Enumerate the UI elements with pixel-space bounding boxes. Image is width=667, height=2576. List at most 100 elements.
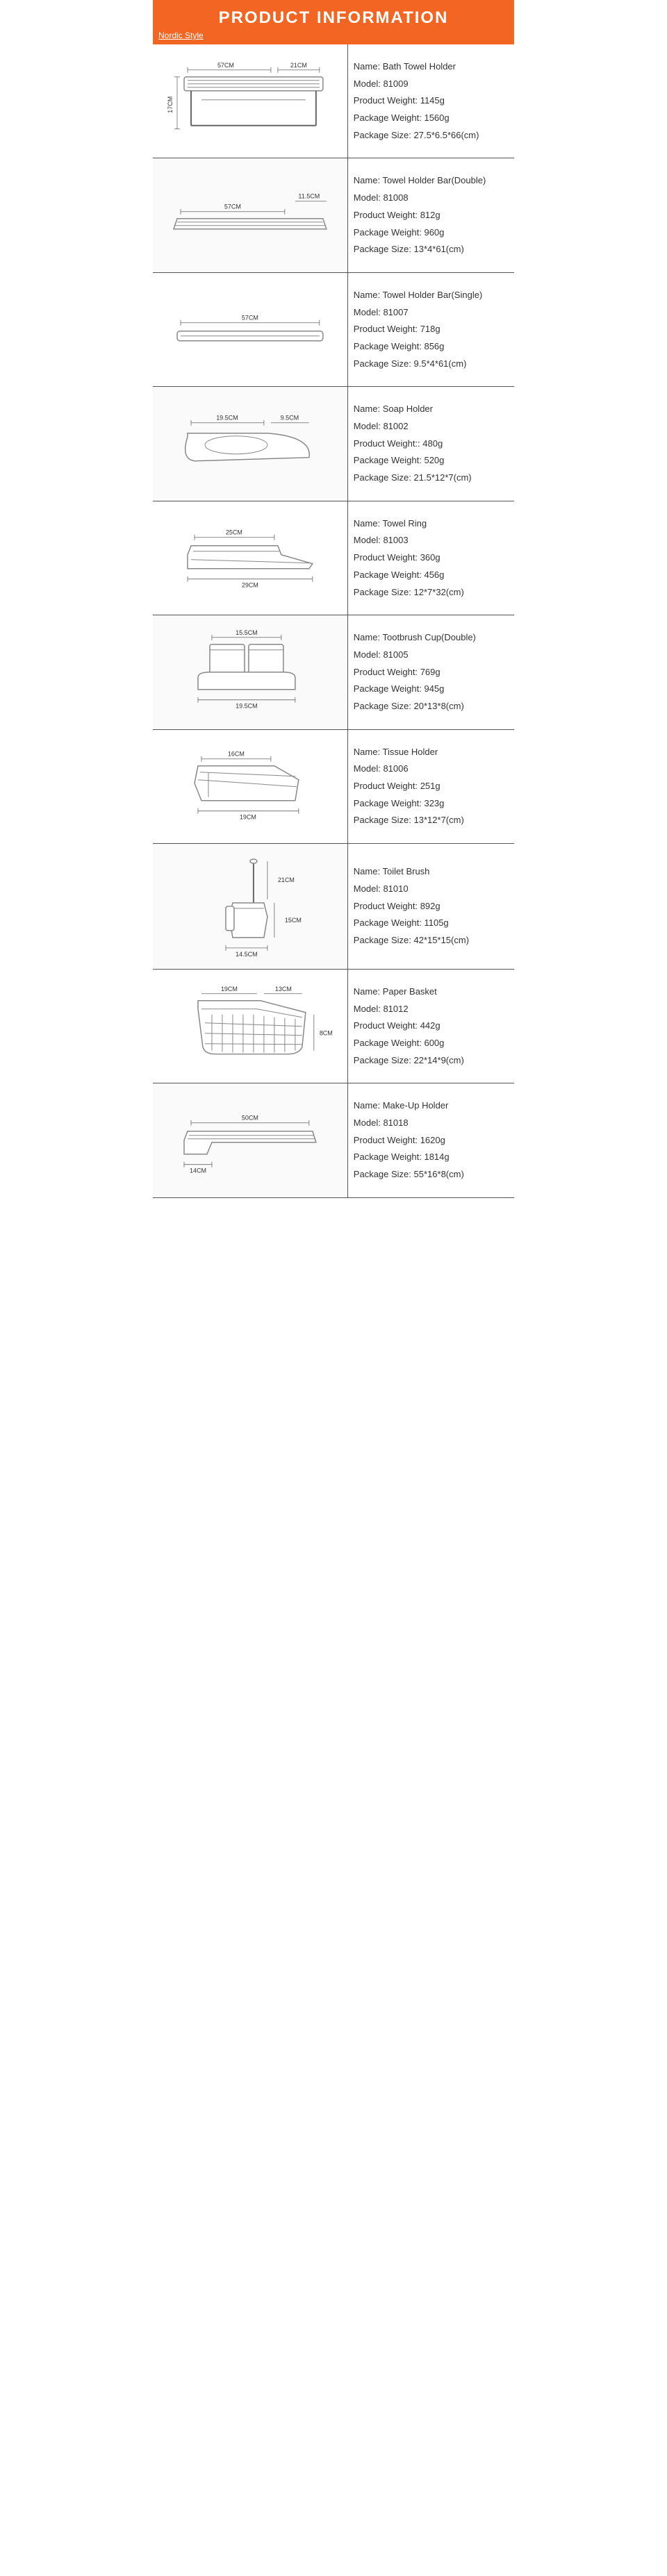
info-line: Package Size: 42*15*15(cm) xyxy=(354,932,509,949)
product-info-cell: Name: Towel Holder Bar(Double) Model: 81… xyxy=(348,158,514,272)
info-line: Package Weight: 600g xyxy=(354,1035,509,1052)
product-info-cell: Name: Toilet Brush Model: 81010 Product … xyxy=(348,844,514,969)
svg-text:29CM: 29CM xyxy=(242,581,258,588)
product-row: 16CM 19CM Name: Tissue Holder Model: 810… xyxy=(153,730,514,844)
product-row: 19.5CM 9.5CM Name: Soap Holder Model: 81… xyxy=(153,387,514,501)
info-line: Package Size: 27.5*6.5*66(cm) xyxy=(354,127,509,144)
info-line: Product Weight:: 480g xyxy=(354,435,509,453)
info-line: Model: 81010 xyxy=(354,881,509,898)
header-title: PRODUCT INFORMATION xyxy=(153,8,514,28)
svg-text:16CM: 16CM xyxy=(228,750,245,757)
product-info-cell: Name: Make-Up Holder Model: 81018 Produc… xyxy=(348,1083,514,1197)
product-info-cell: Name: Bath Towel Holder Model: 81009 Pro… xyxy=(348,44,514,158)
diagram-toilet-brush: 21CM 15CM 14.5CM xyxy=(160,851,340,962)
info-line: Package Size: 20*13*8(cm) xyxy=(354,698,509,715)
info-line: Model: 81002 xyxy=(354,418,509,435)
info-line: Product Weight: 360g xyxy=(354,549,509,567)
info-line: Name: Toilet Brush xyxy=(354,863,509,881)
svg-text:19.5CM: 19.5CM xyxy=(236,703,257,710)
info-line: Model: 81018 xyxy=(354,1115,509,1132)
product-info-cell: Name: Soap Holder Model: 81002 Product W… xyxy=(348,387,514,500)
svg-text:57CM: 57CM xyxy=(224,203,241,210)
header-banner: PRODUCT INFORMATION Nordic Style xyxy=(153,0,514,44)
info-line: Name: Tootbrush Cup(Double) xyxy=(354,629,509,647)
product-diagram-cell: 11.5CM 57CM xyxy=(153,158,348,272)
info-line: Product Weight: 718g xyxy=(354,321,509,338)
svg-text:25CM: 25CM xyxy=(226,529,242,535)
info-line: Name: Make-Up Holder xyxy=(354,1097,509,1115)
product-diagram-cell: 19CM 13CM xyxy=(153,970,348,1083)
info-line: Name: Tissue Holder xyxy=(354,744,509,761)
info-line: Package Weight: 323g xyxy=(354,795,509,813)
info-line: Model: 81012 xyxy=(354,1001,509,1018)
info-line: Package Weight: 1560g xyxy=(354,110,509,127)
product-diagram-cell: 57CM 21CM 17CM xyxy=(153,44,348,158)
info-line: Model: 81006 xyxy=(354,761,509,778)
diagram-towel-bar-single: 57CM xyxy=(160,280,340,379)
info-line: Package Weight: 1814g xyxy=(354,1149,509,1166)
info-line: Name: Bath Towel Holder xyxy=(354,58,509,76)
svg-text:13CM: 13CM xyxy=(275,986,292,992)
product-row: 19CM 13CM xyxy=(153,970,514,1083)
product-info-cell: Name: Paper Basket Model: 81012 Product … xyxy=(348,970,514,1083)
svg-text:19CM: 19CM xyxy=(221,986,238,992)
svg-text:17CM: 17CM xyxy=(167,97,174,113)
info-line: Product Weight: 812g xyxy=(354,207,509,224)
info-line: Name: Soap Holder xyxy=(354,401,509,418)
info-line: Model: 81008 xyxy=(354,190,509,207)
info-line: Package Size: 55*16*8(cm) xyxy=(354,1166,509,1183)
info-line: Product Weight: 1620g xyxy=(354,1132,509,1149)
info-line: Package Weight: 520g xyxy=(354,452,509,470)
product-info-cell: Name: Towel Holder Bar(Single) Model: 81… xyxy=(348,273,514,386)
product-diagram-cell: 57CM xyxy=(153,273,348,386)
product-row: 50CM 14CM Name: Make-Up Holder Model: 81… xyxy=(153,1083,514,1197)
info-line: Name: Paper Basket xyxy=(354,983,509,1001)
info-line: Name: Towel Ring xyxy=(354,515,509,533)
product-row: 21CM 15CM 14.5CM Name: Toilet Brush Mode… xyxy=(153,844,514,970)
page-container: PRODUCT INFORMATION Nordic Style 57CM 21… xyxy=(0,0,667,1198)
info-line: Product Weight: 769g xyxy=(354,664,509,681)
product-row: 25CM 29CM Name: Towel Ring Model: 81003 … xyxy=(153,501,514,615)
svg-text:11.5CM: 11.5CM xyxy=(298,193,320,200)
info-line: Package Weight: 945g xyxy=(354,681,509,698)
product-info-cell: Name: Tootbrush Cup(Double) Model: 81005… xyxy=(348,615,514,729)
svg-text:57CM: 57CM xyxy=(217,62,234,69)
header-subtitle: Nordic Style xyxy=(158,31,204,40)
info-line: Package Size: 9.5*4*61(cm) xyxy=(354,356,509,373)
svg-text:21CM: 21CM xyxy=(290,62,307,69)
info-line: Model: 81005 xyxy=(354,647,509,664)
product-diagram-cell: 15.5CM 19.5CM xyxy=(153,615,348,729)
svg-text:57CM: 57CM xyxy=(242,315,258,322)
product-diagram-cell: 50CM 14CM xyxy=(153,1083,348,1197)
product-diagram-cell: 16CM 19CM xyxy=(153,730,348,843)
info-line: Package Size: 22*14*9(cm) xyxy=(354,1052,509,1070)
info-line: Package Size: 12*7*32(cm) xyxy=(354,584,509,601)
product-diagram-cell: 19.5CM 9.5CM xyxy=(153,387,348,500)
svg-text:9.5CM: 9.5CM xyxy=(281,415,299,422)
info-line: Product Weight: 1145g xyxy=(354,92,509,110)
svg-text:14CM: 14CM xyxy=(190,1167,206,1174)
product-row: 11.5CM 57CM Name: Towel Holder Bar(Doubl… xyxy=(153,158,514,272)
info-line: Package Weight: 1105g xyxy=(354,915,509,932)
svg-text:19.5CM: 19.5CM xyxy=(216,415,238,422)
svg-text:21CM: 21CM xyxy=(278,876,295,883)
svg-text:15CM: 15CM xyxy=(285,917,302,924)
product-row: 15.5CM 19.5CM Name: Tootbrush Cup(Double… xyxy=(153,615,514,729)
info-line: Model: 81007 xyxy=(354,304,509,322)
diagram-towel-ring: 25CM 29CM xyxy=(160,508,340,608)
svg-text:8CM: 8CM xyxy=(320,1030,333,1037)
svg-text:50CM: 50CM xyxy=(242,1115,258,1122)
info-line: Package Size: 13*12*7(cm) xyxy=(354,812,509,829)
product-info-cell: Name: Tissue Holder Model: 81006 Product… xyxy=(348,730,514,843)
diagram-tissue-holder: 16CM 19CM xyxy=(160,737,340,836)
product-diagram-cell: 25CM 29CM xyxy=(153,501,348,615)
product-diagram-cell: 21CM 15CM 14.5CM xyxy=(153,844,348,969)
info-line: Package Weight: 456g xyxy=(354,567,509,584)
svg-text:19CM: 19CM xyxy=(240,813,256,820)
product-row: 57CM Name: Towel Holder Bar(Single) Mode… xyxy=(153,273,514,387)
diagram-soap-holder: 19.5CM 9.5CM xyxy=(160,394,340,493)
diagram-toothbrush-cup: 15.5CM 19.5CM xyxy=(160,622,340,722)
diagram-makeup-holder: 50CM 14CM xyxy=(160,1090,340,1190)
product-info-cell: Name: Towel Ring Model: 81003 Product We… xyxy=(348,501,514,615)
info-line: Model: 81009 xyxy=(354,76,509,93)
